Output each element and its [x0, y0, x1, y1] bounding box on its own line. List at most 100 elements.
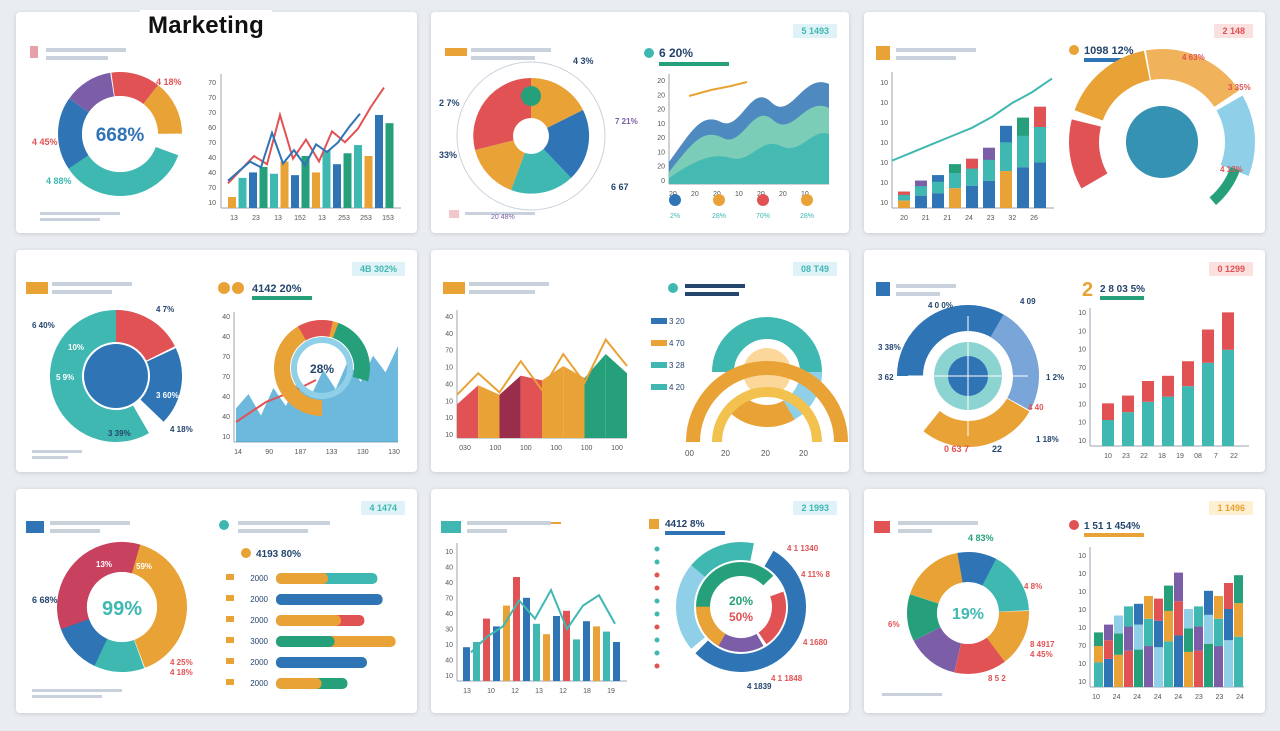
- row-label: 3000: [250, 637, 268, 646]
- y-tick-label: 40: [445, 331, 453, 338]
- ring-label-b: 50%: [729, 610, 753, 624]
- donut-chart: 19%: [907, 552, 1029, 674]
- y-ticks: 10 10 10 10 10 10 10: [880, 80, 888, 207]
- label-right-b: 3 60%: [156, 391, 179, 400]
- bottom-caption: 4 1839: [747, 682, 772, 691]
- bar: [1102, 420, 1114, 446]
- legend-label: 4 70: [669, 339, 685, 348]
- bar-segment: [1114, 615, 1123, 634]
- x-tick-label: 23: [252, 215, 260, 222]
- bar-segment: [1094, 646, 1103, 663]
- legend-label: 28%: [712, 213, 726, 220]
- x-tick-label: 100: [550, 445, 562, 452]
- legend-dot: [669, 194, 681, 206]
- bar-segment: [1184, 628, 1193, 652]
- card-tag: 0 1299: [1209, 262, 1253, 276]
- label-right-e: 81: [146, 411, 155, 420]
- radial-chart: [897, 305, 1039, 447]
- bar-segment: [1114, 633, 1123, 655]
- x-ticks: 14 90 187 133 130 130: [234, 449, 400, 456]
- label-right-c: 4 45%: [1030, 650, 1053, 659]
- x-tick-label: 14: [234, 449, 242, 456]
- bar-cap: [915, 180, 927, 187]
- bar-cap: [1034, 106, 1046, 127]
- label-right-a: 4 11% 8: [801, 570, 830, 579]
- bar-cap: [983, 147, 995, 160]
- label-right-b: 1 2%: [1046, 373, 1064, 382]
- label-top-a: 4 83%: [968, 533, 994, 543]
- bar: [301, 156, 310, 208]
- bar: [1162, 396, 1174, 446]
- label-right-a: 4 3%: [573, 56, 594, 66]
- page-title: Marketing: [140, 10, 273, 42]
- x-tick-label: 24: [1133, 694, 1141, 701]
- bar: [523, 597, 530, 681]
- y-tick-label: 70: [208, 95, 216, 102]
- ring-chart: 28%: [274, 320, 370, 416]
- x-tick-label: 26: [1030, 215, 1038, 222]
- y-tick-label: 60: [208, 125, 216, 132]
- y-tick-label: 70: [445, 596, 453, 603]
- y-tick-label: 10: [880, 160, 888, 167]
- bar-segment: [898, 200, 910, 208]
- x-tick-label: 19: [607, 688, 615, 695]
- row-label: 2000: [250, 658, 268, 667]
- y-tick-label: 70: [1078, 643, 1086, 650]
- header-icon: [30, 46, 38, 58]
- x-tick-label: 100: [581, 445, 593, 452]
- y-tick-label: 70: [208, 185, 216, 192]
- x-tick-label: 21: [943, 215, 951, 222]
- bar-cap: [1202, 329, 1214, 363]
- x-tick-label: 12: [559, 688, 567, 695]
- row-marker: [226, 679, 234, 685]
- horizontal-bars: 2000 2000 2000 3000 2000 2000: [226, 573, 396, 689]
- y-tick-label: 10: [1078, 383, 1086, 390]
- bar-segment: [1194, 606, 1203, 627]
- y-tick-label: 40: [445, 381, 453, 388]
- bar-segment: [1214, 596, 1223, 619]
- legend: 3 20 4 70 3 28 4 20: [651, 317, 685, 392]
- y-tick-label: 10: [1078, 679, 1086, 686]
- card-8: 2 1993 10 40 40 70 40 30 10 40 10 13 10 12 13 12 18 19…: [431, 489, 849, 713]
- legend: 2% 28% 70% 28%: [669, 194, 814, 220]
- bar-cap: [932, 175, 944, 182]
- x-tick-label: 13: [230, 215, 238, 222]
- bar-cap: [898, 191, 910, 195]
- x-tick-label: 100: [611, 445, 623, 452]
- donut-chart: 99%: [57, 542, 187, 672]
- card-6: 0 1299 4 0 0% 3 38% 3 62 4 09 1 2% 4 40 …: [864, 250, 1265, 472]
- trend-line: [688, 81, 748, 97]
- x-tick-label: 187: [295, 449, 307, 456]
- bar-fill: [276, 615, 341, 626]
- x-tick-label: 253: [338, 215, 350, 222]
- x-tick-label: 18: [583, 688, 591, 695]
- bar-fill: [276, 657, 309, 668]
- area-segment: [520, 375, 542, 438]
- chart-heading: 1 51 1 454%: [1084, 521, 1140, 532]
- bar: [364, 156, 373, 208]
- bar-cap: [1182, 361, 1194, 387]
- y-tick-label: 10: [1078, 328, 1086, 335]
- x-tick-label: 10: [1092, 694, 1100, 701]
- bar: [322, 150, 331, 208]
- y-tick-label: 40: [445, 611, 453, 618]
- bar: [354, 145, 362, 208]
- label-right-c: 4 40: [1028, 403, 1044, 412]
- area-blocks: [457, 354, 627, 438]
- label-right-c: 4 13%: [1220, 165, 1243, 174]
- trend-line: [456, 337, 628, 396]
- row-marker: [226, 574, 234, 580]
- bar-segment: [1164, 585, 1173, 611]
- bar-segment: [1104, 658, 1113, 687]
- x-tick-label: 22: [1230, 453, 1238, 460]
- bar: [573, 639, 580, 681]
- y-tick-label: 10: [1078, 347, 1086, 354]
- y-ticks: 70 70 70 60 70 40 40 70 10: [208, 80, 216, 207]
- x-tick-label: 24: [1236, 694, 1244, 701]
- x-ticks-right: 00 20 20 20: [685, 449, 808, 458]
- y-tick-label: 10: [445, 549, 453, 556]
- bar-cap: [1162, 375, 1174, 397]
- x-ticks: 030 100 100 100 100 100: [459, 445, 623, 452]
- bar-segment: [1104, 624, 1113, 641]
- y-tick-label: 30: [445, 627, 453, 634]
